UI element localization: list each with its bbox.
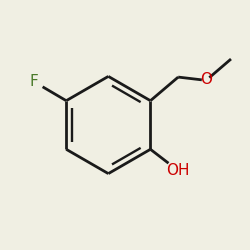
Text: F: F (30, 74, 39, 89)
Text: O: O (200, 72, 212, 87)
Text: OH: OH (166, 164, 190, 178)
